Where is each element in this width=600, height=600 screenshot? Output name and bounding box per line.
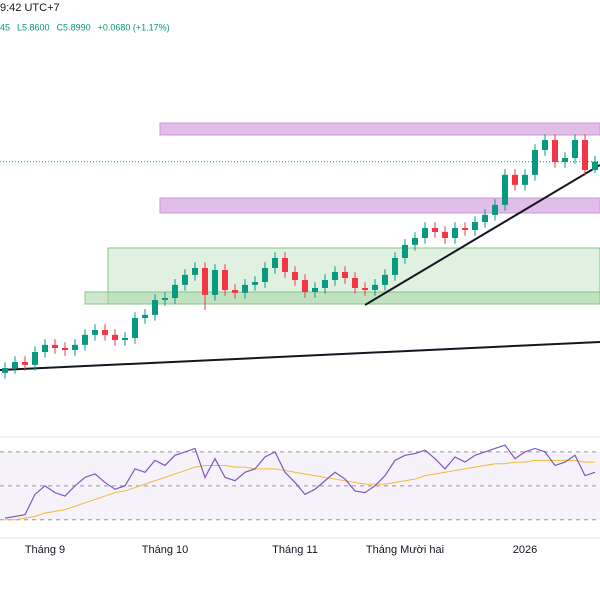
price-pane: [0, 134, 600, 379]
candle-body: [12, 362, 18, 368]
candle-body: [232, 290, 238, 293]
candle-body: [422, 228, 428, 238]
candle-body: [472, 222, 478, 230]
candle-body: [412, 238, 418, 245]
trend-line: [364, 164, 600, 306]
ohlc-value: L5.8600: [17, 22, 50, 32]
x-tick-label: 2026: [513, 544, 537, 556]
ohlc-value: +0.0680 (+1.17%): [98, 22, 170, 32]
candle-body: [492, 204, 498, 215]
candle-body: [532, 150, 538, 175]
candle-body: [542, 140, 548, 150]
candle-body: [142, 314, 148, 318]
candle-body: [592, 161, 598, 170]
candle-body: [192, 268, 198, 275]
x-tick-label: Tháng 9: [25, 544, 65, 556]
candle-body: [22, 362, 28, 365]
candle-body: [282, 258, 288, 272]
candle-body: [312, 288, 318, 292]
candle-body: [132, 318, 138, 338]
candle-body: [332, 272, 338, 280]
ohlc-value: 45: [0, 22, 10, 32]
indicator-line: [4, 444, 596, 519]
candle-body: [372, 284, 378, 290]
candle-body: [162, 298, 168, 300]
candle-body: [452, 228, 458, 238]
candle-body: [432, 228, 438, 232]
candle-body: [212, 270, 218, 295]
candle-body: [402, 244, 408, 258]
candle-body: [272, 258, 278, 268]
candle-body: [112, 334, 118, 340]
candle-body: [172, 284, 178, 298]
candle-body: [502, 174, 508, 205]
candle-body: [382, 274, 388, 285]
support-zone: [159, 197, 600, 214]
candle-body: [252, 282, 258, 285]
x-tick-label: Tháng 11: [272, 544, 318, 556]
candle-body: [152, 300, 158, 315]
resistance-zone: [159, 122, 600, 136]
x-tick-label: Tháng Mười hai: [366, 544, 444, 556]
candle-body: [182, 274, 188, 285]
ohlc-value: C5.8990: [57, 22, 91, 32]
candle-body: [32, 352, 38, 365]
candle-body: [202, 268, 208, 295]
candle-body: [292, 272, 298, 280]
candle-body: [242, 284, 248, 293]
candle-body: [62, 348, 68, 350]
range-base-zone: [84, 291, 600, 305]
candle-body: [552, 140, 558, 162]
candle-body: [262, 268, 268, 282]
candle-body: [352, 278, 358, 288]
candle-body: [482, 214, 488, 222]
candle-body: [72, 344, 78, 350]
candle-body: [572, 140, 578, 158]
candle-body: [522, 174, 528, 185]
candle-body: [102, 330, 108, 335]
candle-body: [122, 338, 128, 340]
candle-body: [92, 330, 98, 335]
rsi-pane: Tháng 9 Tháng 10 Tháng 11 Tháng Mười hai 202…: [0, 444, 600, 556]
candle-body: [512, 174, 518, 185]
candle-body: [222, 270, 228, 290]
indicator-line: [5, 459, 595, 521]
candle-body: [42, 344, 48, 352]
candle-body: [582, 140, 588, 170]
candle-body: [362, 288, 368, 290]
candle-body: [322, 280, 328, 288]
candle-body: [392, 258, 398, 275]
candle-body: [2, 368, 8, 373]
candle-body: [342, 272, 348, 278]
candle-body: [52, 344, 58, 348]
candle-body: [82, 334, 88, 345]
ohlc-legend: 45 L5.8600 C5.8990 +0.0680 (+1.17%): [0, 22, 170, 32]
candle-body: [442, 232, 448, 238]
candle-body: [302, 280, 308, 292]
x-tick-label: Tháng 10: [142, 544, 188, 556]
candle-body: [562, 158, 568, 162]
time-label: 9:42 UTC+7: [0, 2, 60, 14]
trend-line: [0, 341, 600, 371]
candle-body: [462, 228, 468, 230]
